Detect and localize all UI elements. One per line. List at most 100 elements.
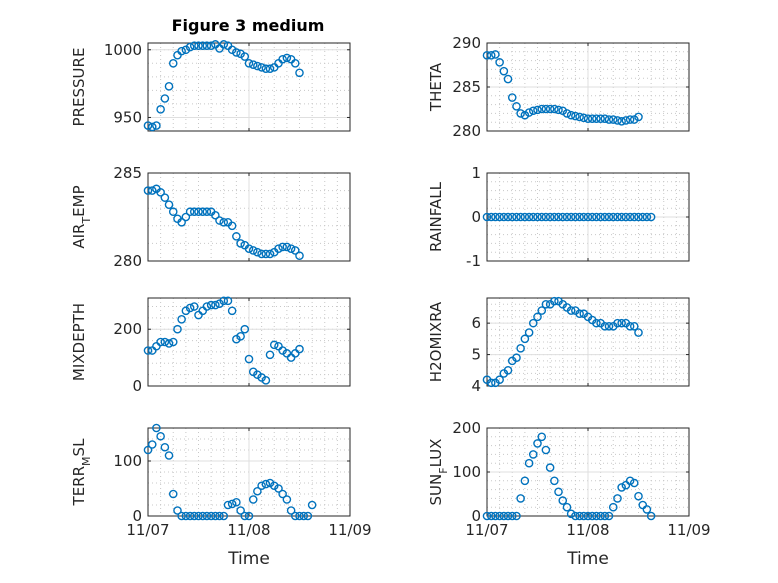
data-point xyxy=(143,346,153,355)
y-axis-label-subscript: M xyxy=(80,456,93,466)
y-tick-label: 100 xyxy=(113,452,142,470)
data-point xyxy=(604,212,614,222)
y-axis-label: MIXDEPTH xyxy=(70,303,88,381)
data-point xyxy=(147,186,157,195)
data-point xyxy=(206,41,216,51)
data-point xyxy=(168,207,178,217)
data-point xyxy=(173,324,182,334)
data-point xyxy=(617,318,626,328)
y-tick-label: -1 xyxy=(466,252,481,270)
data-point xyxy=(290,246,300,255)
data-point xyxy=(503,74,513,84)
data-point xyxy=(499,212,509,222)
data-point xyxy=(562,212,572,222)
data-point xyxy=(143,121,153,130)
data-point xyxy=(625,321,635,331)
data-point xyxy=(558,212,568,222)
data-point xyxy=(634,491,643,501)
data-point xyxy=(587,114,597,123)
data-point xyxy=(278,54,287,64)
data-point xyxy=(265,478,275,488)
data-point xyxy=(646,511,656,521)
figure-title: Figure 3 medium xyxy=(172,16,325,35)
data-point xyxy=(299,511,309,521)
data-point xyxy=(583,212,593,222)
data-point xyxy=(537,432,547,442)
data-point xyxy=(579,511,589,521)
y-axis-label-main: TERR xyxy=(70,466,88,507)
data-point xyxy=(261,479,271,489)
data-point xyxy=(533,312,542,322)
data-point xyxy=(634,212,643,222)
data-point xyxy=(232,48,241,57)
data-point xyxy=(524,458,534,468)
y-tick-label: 950 xyxy=(113,108,142,126)
data-point xyxy=(227,221,237,231)
data-point xyxy=(185,42,195,52)
data-point xyxy=(516,343,525,353)
subplot-mixdepth: 0 200 MIXDEPTH xyxy=(70,296,351,395)
data-point xyxy=(156,337,165,347)
data-point xyxy=(244,354,254,364)
data-point xyxy=(617,212,626,222)
data-point xyxy=(554,487,563,497)
data-point xyxy=(236,239,245,248)
data-point xyxy=(152,423,161,433)
data-point xyxy=(160,337,170,347)
data-point xyxy=(541,299,551,309)
data-point xyxy=(541,445,551,455)
data-point xyxy=(244,244,254,253)
data-point xyxy=(290,59,300,68)
subplot-sun-flux: 0 100 200 11/07 11/08 11/09 SUNFLUX Time xyxy=(427,419,711,569)
y-axis-label-subscript: F xyxy=(437,467,450,473)
data-point xyxy=(629,478,639,488)
data-point xyxy=(575,212,584,222)
data-point xyxy=(156,188,165,197)
data-point xyxy=(211,210,220,220)
y-tick-label: 6 xyxy=(471,314,481,332)
data-point xyxy=(160,94,170,103)
data-point xyxy=(533,212,542,222)
x-tick-label: 11/08 xyxy=(227,521,270,539)
y-tick-label: 0 xyxy=(471,208,481,226)
data-point xyxy=(507,93,517,102)
y-axis-label: SUNFLUX xyxy=(427,439,450,506)
data-point xyxy=(604,115,614,124)
data-point xyxy=(303,511,313,521)
data-point xyxy=(562,502,572,512)
y-tick-label: 285 xyxy=(113,164,142,182)
data-point xyxy=(621,480,631,490)
data-point xyxy=(295,344,304,354)
data-point xyxy=(181,306,191,316)
data-point xyxy=(143,186,153,195)
y-axis-label-tail: EMP xyxy=(70,185,88,216)
data-point xyxy=(524,212,534,222)
data-point xyxy=(495,375,504,385)
data-point xyxy=(286,506,296,515)
data-point xyxy=(613,494,622,503)
data-point xyxy=(608,115,618,124)
data-point xyxy=(634,112,643,122)
data-point xyxy=(189,207,199,217)
data-point xyxy=(579,212,589,222)
data-point xyxy=(558,106,568,116)
data-point xyxy=(646,212,656,222)
x-tick-label: 11/08 xyxy=(566,521,609,539)
data-point xyxy=(541,104,551,114)
data-point xyxy=(583,511,593,521)
data-point xyxy=(629,115,639,124)
data-point xyxy=(550,476,559,486)
data-point xyxy=(600,114,610,123)
data-point xyxy=(265,64,275,74)
x-tick-label: 11/09 xyxy=(667,521,710,539)
data-point xyxy=(198,207,208,217)
data-point xyxy=(486,212,496,222)
data-point xyxy=(520,110,530,120)
data-point xyxy=(608,502,618,512)
data-point xyxy=(219,217,229,227)
data-point xyxy=(227,45,237,55)
data-point xyxy=(143,445,153,455)
data-point xyxy=(173,506,182,515)
data-point xyxy=(156,105,165,114)
data-point xyxy=(533,105,542,115)
